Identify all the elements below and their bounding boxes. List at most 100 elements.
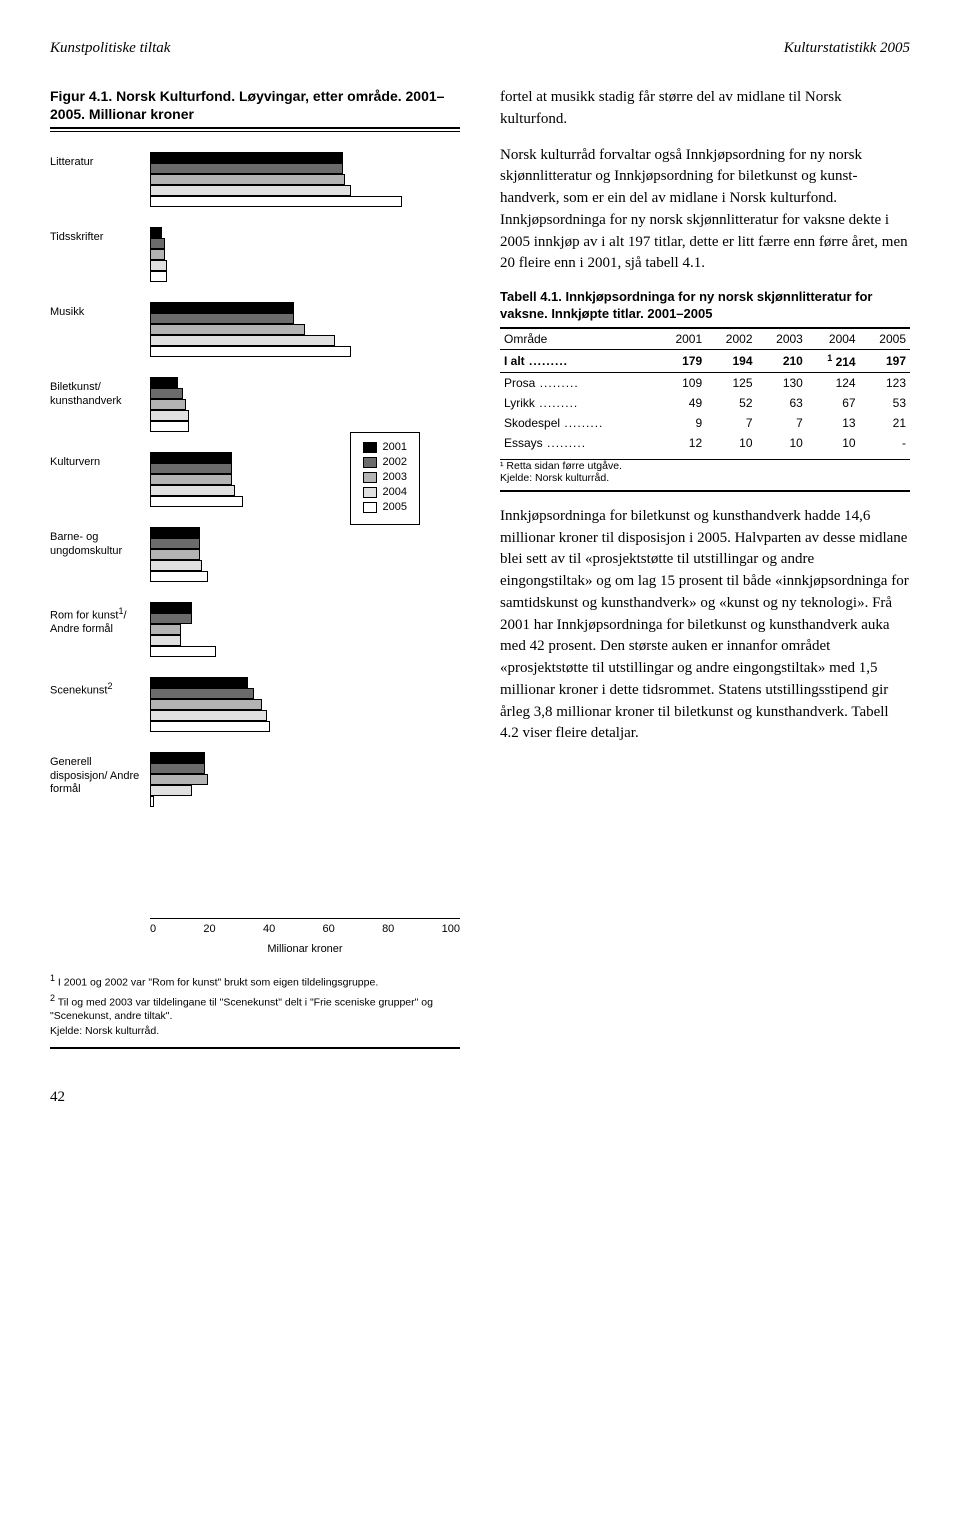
page-number: 42 [50, 1089, 910, 1106]
bar [151, 635, 181, 646]
chart-category: Biletkunst/ kunsthandverk [50, 377, 430, 432]
bar [151, 452, 232, 463]
legend-item: 2002 [363, 456, 407, 468]
table-cell: 1 214 [807, 349, 860, 372]
bar [151, 410, 189, 421]
bar [151, 302, 294, 313]
table-cell: - [860, 433, 910, 453]
table-title: Tabell 4.1. Innkjøpsordninga for ny nors… [500, 289, 910, 323]
table-row: Essays12101010- [500, 433, 910, 453]
x-axis-label: Millionar kroner [150, 943, 460, 955]
legend-label: 2003 [383, 471, 407, 483]
paragraph: fortel at musikk stadig får større del a… [500, 87, 910, 131]
table-cell: 12 [656, 433, 706, 453]
table-cell: 7 [706, 413, 756, 433]
table-header-cell: 2001 [656, 328, 706, 350]
table-cell: 130 [757, 372, 807, 393]
page-header: Kunstpolitiske tiltak Kulturstatistikk 2… [50, 40, 910, 57]
axis-tick: 20 [203, 923, 215, 935]
table-cell: 10 [807, 433, 860, 453]
bar [151, 752, 205, 763]
bar [151, 227, 162, 238]
table-cell: 53 [860, 393, 910, 413]
axis-tick: 60 [323, 923, 335, 935]
bar [151, 538, 200, 549]
table-footnote: ¹ Retta sidan førre utgåve. Kjelde: Nors… [500, 460, 910, 492]
paragraph: Norsk kulturråd forvaltar også Innkjøps­… [500, 145, 910, 276]
bar [151, 763, 205, 774]
footnote-line: 1 I 2001 og 2002 var "Rom for kunst" bru… [50, 973, 460, 990]
axis-tick: 0 [150, 923, 156, 935]
legend-swatch [363, 442, 377, 453]
bar [151, 527, 200, 538]
bar [151, 474, 232, 485]
footnote-line: 2 Til og med 2003 var tildelingane til "… [50, 993, 460, 1024]
table-cell: 49 [656, 393, 706, 413]
axis-tick: 100 [442, 923, 460, 935]
table-cell: 109 [656, 372, 706, 393]
bar [151, 688, 254, 699]
table-cell: Essays [500, 433, 656, 453]
legend-item: 2003 [363, 471, 407, 483]
bar [151, 613, 192, 624]
legend-item: 2004 [363, 486, 407, 498]
bar [151, 377, 178, 388]
bar-chart: LitteraturTidsskrifterMusikkBiletkunst/ … [50, 152, 430, 912]
category-label: Rom for kunst1/ Andre formål [50, 602, 150, 636]
bar [151, 710, 267, 721]
bar [151, 163, 343, 174]
table-cell: 10 [757, 433, 807, 453]
table-cell: 7 [757, 413, 807, 433]
table-cell: Lyrikk [500, 393, 656, 413]
table-cell: I alt [500, 349, 656, 372]
legend-item: 2001 [363, 441, 407, 453]
figure-title: Figur 4.1. Norsk Kulturfond. Løyvingar, … [50, 87, 460, 123]
bar [151, 271, 167, 282]
bar [151, 774, 208, 785]
bar [151, 602, 192, 613]
table-cell: 124 [807, 372, 860, 393]
chart-category: Rom for kunst1/ Andre formål [50, 602, 430, 657]
bar [151, 152, 343, 163]
bar [151, 463, 232, 474]
chart-category: Barne- og ungdomskultur [50, 527, 430, 582]
table-cell: 197 [860, 349, 910, 372]
table-row: Skodespel9771321 [500, 413, 910, 433]
table-header-cell: Område [500, 328, 656, 350]
bar [151, 785, 192, 796]
legend-item: 2005 [363, 501, 407, 513]
chart-category: Scenekunst2 [50, 677, 430, 732]
bar [151, 677, 248, 688]
legend-swatch [363, 502, 377, 513]
chart-category: Generell disposisjon/ Andre formål [50, 752, 430, 807]
legend-swatch [363, 487, 377, 498]
axis-tick: 40 [263, 923, 275, 935]
footnote-line: Kjelde: Norsk kulturråd. [50, 1025, 460, 1039]
legend-label: 2001 [383, 441, 407, 453]
bar [151, 174, 345, 185]
table-cell: 21 [860, 413, 910, 433]
bar [151, 388, 183, 399]
table-cell: 179 [656, 349, 706, 372]
table-row: Lyrikk4952636753 [500, 393, 910, 413]
table-cell: 10 [706, 433, 756, 453]
bar [151, 399, 186, 410]
table-cell: 210 [757, 349, 807, 372]
table-cell: 67 [807, 393, 860, 413]
data-table: Område20012002200320042005 I alt17919421… [500, 327, 910, 453]
rule [50, 127, 460, 129]
paragraph: Innkjøpsordninga for biletkunst og kunst… [500, 506, 910, 745]
table-header-cell: 2004 [807, 328, 860, 350]
bar [151, 238, 165, 249]
legend-label: 2004 [383, 486, 407, 498]
table-cell: Prosa [500, 372, 656, 393]
bar [151, 421, 189, 432]
bar [151, 346, 351, 357]
category-label: Litteratur [50, 152, 150, 169]
chart-category: Musikk [50, 302, 430, 357]
bar [151, 313, 294, 324]
axis-tick: 80 [382, 923, 394, 935]
bar [151, 624, 181, 635]
table-cell: Skodespel [500, 413, 656, 433]
header-left: Kunstpolitiske tiltak [50, 40, 170, 57]
